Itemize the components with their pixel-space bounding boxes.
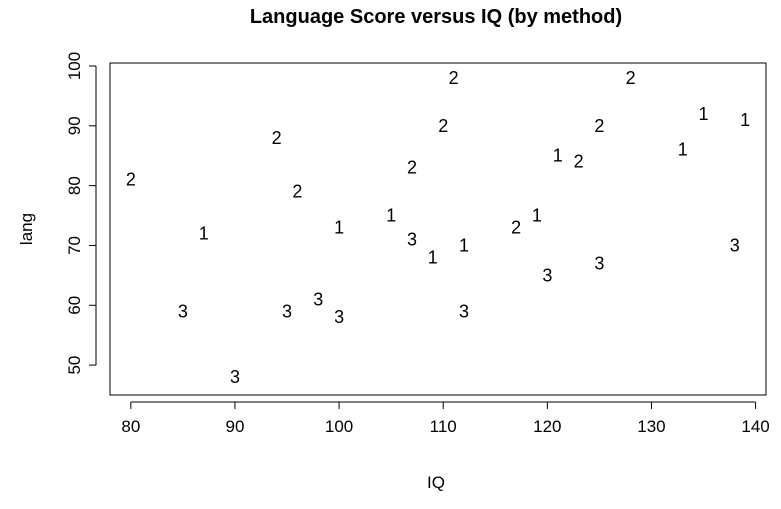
data-point-method-3: 3 [230, 367, 240, 387]
data-point-method-1: 1 [386, 206, 396, 226]
y-tick-label: 70 [65, 236, 84, 255]
x-tick-label: 80 [121, 417, 140, 436]
data-point-method-2: 2 [272, 128, 282, 148]
data-point-method-1: 1 [699, 104, 709, 124]
x-tick-label: 120 [533, 417, 561, 436]
x-tick-label: 140 [741, 417, 769, 436]
data-point-method-2: 2 [574, 152, 584, 172]
y-axis-label: lang [17, 213, 36, 245]
data-point-method-3: 3 [730, 235, 740, 255]
data-point-method-2: 2 [449, 68, 459, 88]
data-point-method-2: 2 [407, 158, 417, 178]
x-axis: 80 90 100 110 120 130 140 [121, 401, 770, 436]
y-tick-label: 90 [65, 116, 84, 135]
data-point-method-1: 1 [532, 206, 542, 226]
data-point-method-1: 1 [678, 140, 688, 160]
data-point-method-2: 2 [292, 182, 302, 202]
data-point-method-2: 2 [126, 170, 136, 190]
data-point-method-2: 2 [438, 116, 448, 136]
x-tick-label: 110 [430, 417, 457, 436]
x-tick-label: 90 [225, 417, 244, 436]
y-tick-label: 100 [65, 52, 84, 80]
x-tick-label: 130 [637, 417, 665, 436]
x-axis-label: IQ [427, 473, 445, 492]
data-point-method-2: 2 [626, 68, 636, 88]
data-point-method-1: 1 [459, 235, 469, 255]
x-tick-label: 100 [325, 417, 353, 436]
data-point-method-3: 3 [542, 265, 552, 285]
data-point-method-3: 3 [282, 301, 292, 321]
data-point-method-2: 2 [511, 218, 521, 238]
data-point-method-3: 3 [334, 307, 344, 327]
data-point-method-3: 3 [459, 301, 469, 321]
y-tick-label: 60 [65, 296, 84, 315]
y-axis: 50 60 70 80 90 100 [65, 52, 97, 375]
data-point-method-1: 1 [428, 247, 438, 267]
data-point-method-3: 3 [313, 289, 323, 309]
data-point-method-2: 2 [594, 116, 604, 136]
data-point-method-3: 3 [407, 229, 417, 249]
data-point-method-1: 1 [199, 223, 209, 243]
y-tick-label: 80 [65, 176, 84, 195]
plot-frame [109, 62, 767, 396]
data-point-method-1: 1 [553, 146, 563, 166]
y-tick-label: 50 [65, 356, 84, 375]
data-point-method-1: 1 [740, 110, 750, 130]
chart-title: Language Score versus IQ (by method) [250, 6, 622, 28]
data-point-method-3: 3 [178, 301, 188, 321]
data-point-method-1: 1 [334, 218, 344, 238]
data-point-method-3: 3 [594, 253, 604, 273]
